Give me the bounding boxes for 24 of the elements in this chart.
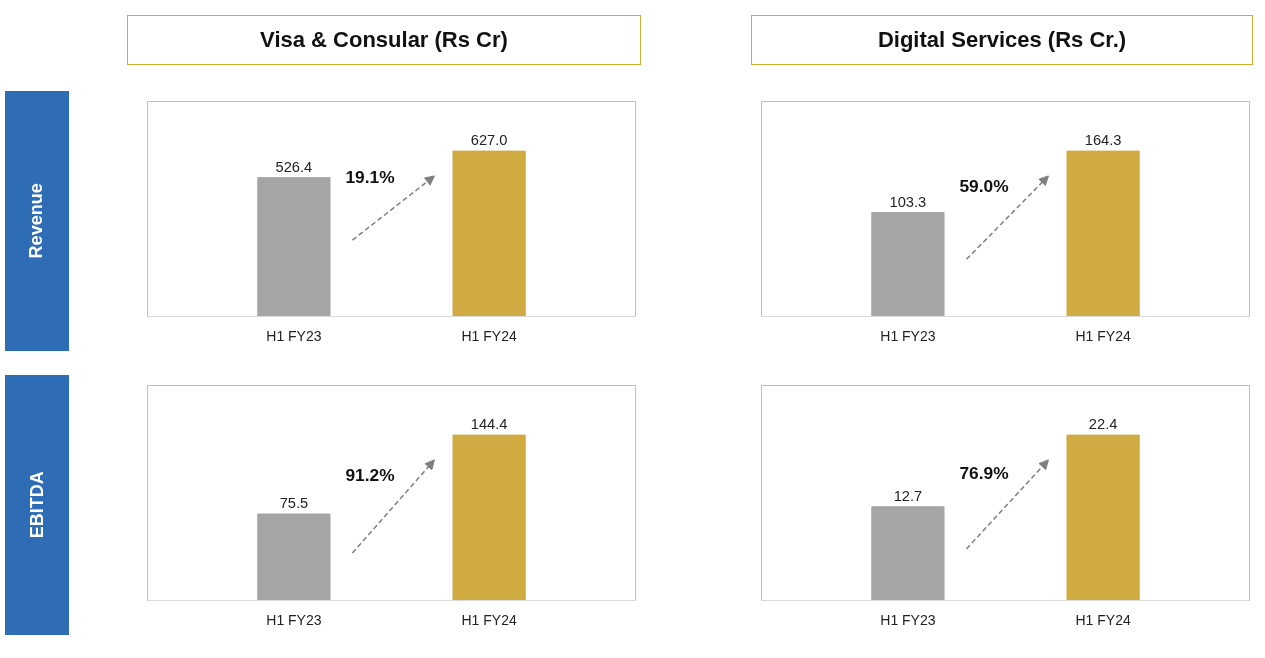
x-tick-label: H1 FY23 <box>266 327 322 344</box>
x-tick-label: H1 FY24 <box>461 327 517 344</box>
annotation: 19.1% <box>345 166 395 187</box>
x-tick-label: H1 FY24 <box>1075 611 1131 628</box>
data-label: 144.4 <box>470 416 508 433</box>
data-label: 12.7 <box>893 487 923 504</box>
annotation: 76.9% <box>959 462 1009 483</box>
x-tick-label: H1 FY23 <box>880 611 936 628</box>
y-axis-title: EBITDA <box>25 471 48 539</box>
data-label: 526.4 <box>275 158 313 175</box>
data-label: 103.3 <box>889 193 927 210</box>
x-tick-label: H1 FY24 <box>461 611 517 628</box>
annotation: 91.2% <box>345 464 395 485</box>
data-label: 627.0 <box>470 132 508 149</box>
data-label: 22.4 <box>1088 416 1118 433</box>
x-tick-label: H1 FY24 <box>1075 327 1131 344</box>
y-axis-title: Revenue <box>25 183 48 259</box>
chart-title: Visa & Consular (Rs Cr) <box>127 15 641 65</box>
data-label: 164.3 <box>1084 132 1122 149</box>
data-label: 75.5 <box>279 495 309 512</box>
x-tick-label: H1 FY23 <box>266 611 322 628</box>
annotation: 59.0% <box>959 176 1009 197</box>
chart-title: Digital Services (Rs Cr.) <box>751 15 1253 65</box>
x-tick-label: H1 FY23 <box>880 327 936 344</box>
